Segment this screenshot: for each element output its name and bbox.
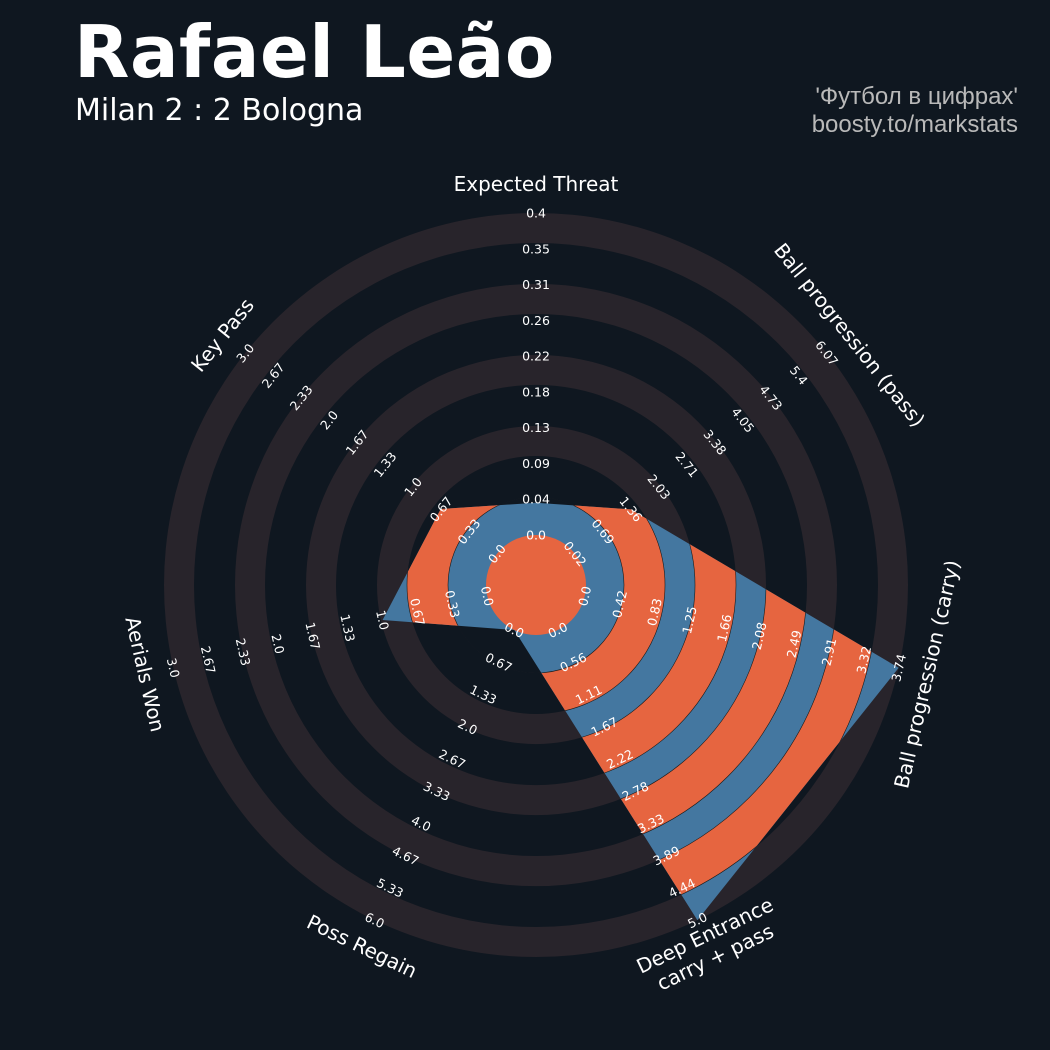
tick-label: 0.42 [609, 589, 630, 619]
page-title: Rafael Leão [74, 10, 555, 94]
tick-label: 1.33 [337, 613, 358, 643]
tick-label: 0.04 [522, 492, 550, 507]
tick-label: 0.26 [522, 313, 550, 328]
match-subtitle: Milan 2 : 2 Bologna [75, 93, 364, 128]
tick-label: 0.4 [526, 206, 546, 221]
tick-label: 0.22 [522, 349, 550, 364]
tick-label: 0.0 [575, 585, 594, 608]
credit-link: boosty.to/markstats [811, 111, 1018, 138]
tick-label: 2.67 [198, 645, 219, 675]
tick-label: 3.32 [853, 645, 874, 675]
tick-label: 3.0 [164, 656, 183, 679]
tick-label: 1.66 [714, 613, 735, 644]
tick-label: 2.33 [233, 637, 254, 667]
tick-label: 1.25 [679, 605, 700, 635]
tick-label: 0.09 [522, 456, 550, 471]
tick-label: 2.49 [784, 629, 805, 660]
param-label: Expected Threat [454, 172, 619, 196]
tick-label: 2.91 [818, 637, 839, 667]
tick-label: 0.31 [522, 277, 550, 292]
tick-label: 0.83 [644, 597, 665, 627]
tick-label: 0.33 [442, 589, 463, 619]
tick-label: 2.08 [749, 621, 770, 652]
tick-label: 0.67 [407, 597, 428, 627]
tick-label: 0.18 [522, 384, 550, 399]
center-disc [486, 535, 586, 635]
tick-label: 0.13 [522, 420, 550, 435]
tick-label: 1.0 [373, 609, 392, 632]
tick-label: 0.35 [522, 241, 550, 256]
tick-label: 0.0 [526, 528, 546, 543]
tick-label: 1.67 [302, 621, 323, 651]
tick-label: 3.74 [888, 653, 909, 684]
credit-title: 'Футбол в цифрах' [815, 83, 1018, 110]
param-label: Aerials Won [120, 614, 170, 734]
tick-label: 2.0 [268, 633, 287, 656]
tick-label: 0.0 [478, 585, 497, 608]
